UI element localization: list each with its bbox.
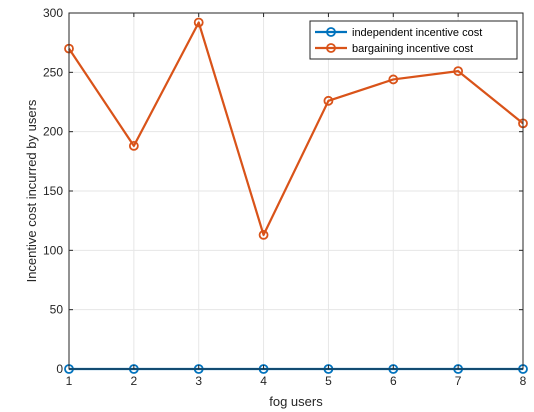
y-axis-label: Incentive cost incurred by users	[24, 99, 39, 282]
legend-label: independent incentive cost	[352, 27, 482, 39]
y-tick-label: 300	[43, 6, 63, 20]
legend-swatch-marker	[326, 27, 336, 37]
x-tick-label: 7	[455, 374, 462, 388]
x-tick-label: 2	[131, 374, 138, 388]
x-tick-label: 1	[66, 374, 73, 388]
legend: independent incentive cost bargaining inc…	[309, 20, 518, 60]
x-tick-label: 3	[195, 374, 202, 388]
data-point	[128, 141, 139, 151]
y-tick-label: 150	[43, 184, 63, 198]
y-tick-label: 50	[50, 303, 64, 317]
y-tick-label: 0	[56, 362, 63, 376]
data-point	[453, 66, 464, 77]
x-tick-label: 8	[520, 374, 527, 388]
legend-label: bargaining incentive cost	[352, 43, 473, 55]
series-line	[68, 21, 524, 237]
series-2	[64, 17, 528, 240]
data-point	[193, 17, 204, 28]
data-point	[323, 95, 334, 106]
legend-item-1: independent incentive cost	[315, 27, 482, 39]
y-tick-label: 200	[43, 125, 63, 139]
y-tick-label: 250	[43, 65, 63, 79]
x-tick-label: 4	[260, 374, 267, 388]
legend-box	[309, 20, 518, 60]
x-tick-label: 5	[325, 374, 332, 388]
data-point	[258, 230, 269, 240]
data-point	[388, 74, 399, 85]
x-tick-label: 6	[390, 374, 397, 388]
legend-swatch-marker	[326, 43, 336, 53]
legend-item-2: bargaining incentive cost	[315, 43, 473, 55]
x-axis-label: fog users	[269, 394, 323, 409]
y-tick-label: 100	[43, 243, 63, 257]
axis-ticks: 1 2 3 4 5 6 7 8 0 50 100 150 200 250 300	[43, 6, 527, 388]
